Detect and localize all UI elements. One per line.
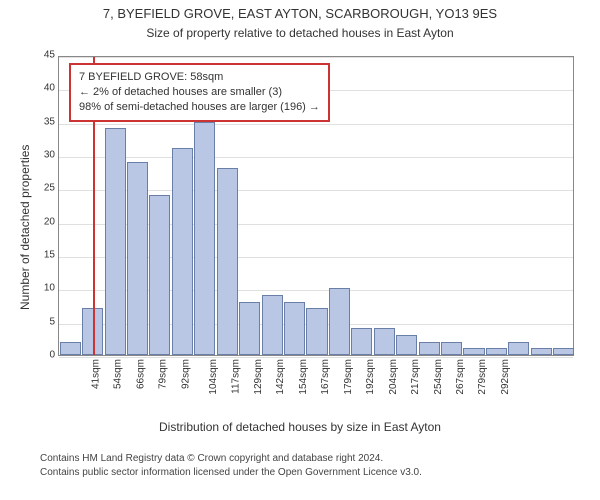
gridline <box>59 157 573 158</box>
histogram-chart: 7, BYEFIELD GROVE, EAST AYTON, SCARBOROU… <box>0 0 600 500</box>
x-tick-label: 154sqm <box>298 359 309 395</box>
histogram-bar <box>194 122 215 355</box>
x-tick-label: 217sqm <box>410 359 421 395</box>
gridline <box>59 124 573 125</box>
y-tick-label: 0 <box>49 350 55 361</box>
histogram-bar <box>217 168 238 355</box>
x-tick-label: 117sqm <box>230 359 241 394</box>
histogram-bar <box>105 128 126 355</box>
histogram-bar <box>441 342 462 355</box>
y-tick-label: 5 <box>49 316 55 327</box>
annotation-line: 7 BYEFIELD GROVE: 58sqm <box>79 70 320 85</box>
histogram-bar <box>531 348 552 355</box>
x-tick-label: 254sqm <box>433 359 444 395</box>
y-tick-label: 35 <box>44 116 55 127</box>
histogram-bar <box>262 295 283 355</box>
y-tick-label: 20 <box>44 216 55 227</box>
y-tick-label: 30 <box>44 150 55 161</box>
plot-area: 05101520253035404541sqm54sqm66sqm79sqm92… <box>58 56 574 356</box>
y-tick-label: 10 <box>44 283 55 294</box>
x-tick-label: 92sqm <box>180 359 191 389</box>
x-tick-label: 104sqm <box>208 359 219 395</box>
x-tick-label: 292sqm <box>500 359 511 395</box>
x-tick-label: 267sqm <box>455 359 466 395</box>
chart-subtitle: Size of property relative to detached ho… <box>0 26 600 40</box>
annotation-line: 98% of semi-detached houses are larger (… <box>79 100 320 115</box>
x-tick-label: 66sqm <box>135 359 146 389</box>
y-axis-label: Number of detached properties <box>18 145 32 310</box>
histogram-bar <box>127 162 148 355</box>
histogram-bar <box>172 148 193 355</box>
gridline <box>59 57 573 58</box>
histogram-bar <box>306 308 327 355</box>
histogram-bar <box>396 335 417 355</box>
footer-line-2: Contains public sector information licen… <box>40 466 422 480</box>
x-tick-label: 167sqm <box>320 359 331 395</box>
histogram-bar <box>60 342 81 355</box>
histogram-bar <box>329 288 350 355</box>
x-axis-label: Distribution of detached houses by size … <box>0 420 600 434</box>
annotation-line: ← 2% of detached houses are smaller (3) <box>79 85 320 100</box>
histogram-bar <box>486 348 507 355</box>
gridline <box>59 357 573 358</box>
histogram-bar <box>553 348 574 355</box>
y-tick-label: 15 <box>44 250 55 261</box>
histogram-bar <box>351 328 372 355</box>
chart-title: 7, BYEFIELD GROVE, EAST AYTON, SCARBOROU… <box>0 6 600 21</box>
histogram-bar <box>374 328 395 355</box>
y-tick-label: 25 <box>44 183 55 194</box>
x-tick-label: 204sqm <box>388 359 399 395</box>
histogram-bar <box>149 195 170 355</box>
x-tick-label: 54sqm <box>113 359 124 389</box>
x-tick-label: 41sqm <box>91 359 102 389</box>
x-tick-label: 79sqm <box>158 359 169 389</box>
histogram-bar <box>508 342 529 355</box>
x-tick-label: 192sqm <box>365 359 376 395</box>
property-annotation: 7 BYEFIELD GROVE: 58sqm← 2% of detached … <box>69 63 330 122</box>
y-tick-label: 45 <box>44 50 55 61</box>
histogram-bar <box>463 348 484 355</box>
histogram-bar <box>239 302 260 355</box>
x-tick-label: 129sqm <box>253 359 264 395</box>
x-tick-label: 279sqm <box>477 359 488 395</box>
y-tick-label: 40 <box>44 83 55 94</box>
histogram-bar <box>284 302 305 355</box>
histogram-bar <box>419 342 440 355</box>
licence-footer: Contains HM Land Registry data © Crown c… <box>40 452 422 479</box>
footer-line-1: Contains HM Land Registry data © Crown c… <box>40 452 422 466</box>
x-tick-label: 142sqm <box>276 359 287 395</box>
x-tick-label: 179sqm <box>343 359 354 395</box>
